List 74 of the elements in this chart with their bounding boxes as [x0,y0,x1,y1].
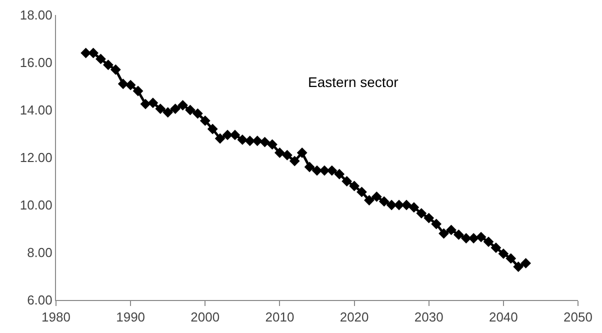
point [483,236,494,248]
point [170,104,181,114]
point [506,253,516,264]
point [282,150,292,160]
point [96,54,106,64]
point [162,107,174,118]
point [326,165,338,176]
point [476,232,486,242]
point [394,200,404,210]
point [132,86,144,96]
y-tick-label: 8.00 [27,245,52,260]
point [200,115,210,126]
point [267,139,278,150]
point [274,148,285,158]
point [88,48,98,58]
point [155,104,166,114]
point [334,168,345,180]
x-tick-label: 2040 [488,310,518,325]
point [260,136,270,148]
point [319,165,330,176]
point [103,60,114,70]
point [237,134,248,145]
point [438,228,449,239]
point [304,162,315,172]
point [118,78,128,90]
point [349,180,360,192]
y-tick-label: 6.00 [27,292,52,308]
point [520,258,531,268]
y-tick-label: 12.00 [20,150,52,166]
y-tick-label: 18.00 [20,8,52,23]
point [289,156,300,166]
point [416,208,427,219]
x-tick-label: 2000 [190,310,220,325]
point [498,248,509,259]
y-tick-label: 10.00 [20,198,52,213]
point [460,233,472,244]
point [110,64,121,75]
point [490,242,502,253]
point [244,136,256,146]
point [468,233,479,244]
point [342,176,352,186]
y-tick-label: 16.00 [20,55,52,70]
point [296,148,308,158]
y-tick-label: 14.00 [20,102,52,118]
point [378,196,390,207]
x-tick-label: 2010 [265,310,294,325]
point [148,98,158,108]
point [185,104,196,116]
point [401,200,412,210]
point [513,262,524,272]
point [178,100,188,110]
point [230,130,240,140]
point [424,212,434,224]
point [222,130,233,140]
point [140,98,151,110]
point [371,191,382,202]
point [453,229,464,240]
point [446,224,456,236]
x-tick-label: 2020 [340,310,369,325]
x-tick-label: 2030 [414,310,444,325]
point [408,202,420,213]
point [214,133,226,144]
point [312,165,322,176]
x-tick-label: 1990 [116,310,146,325]
point [252,136,263,146]
point [364,195,374,206]
x-tick-label: 1980 [42,310,70,325]
point [207,124,218,134]
point [125,80,136,90]
point [356,186,367,198]
point [431,218,442,230]
x-tick-label: 2050 [564,310,592,325]
annotation: Eastern sector [308,74,399,90]
point [192,108,203,119]
